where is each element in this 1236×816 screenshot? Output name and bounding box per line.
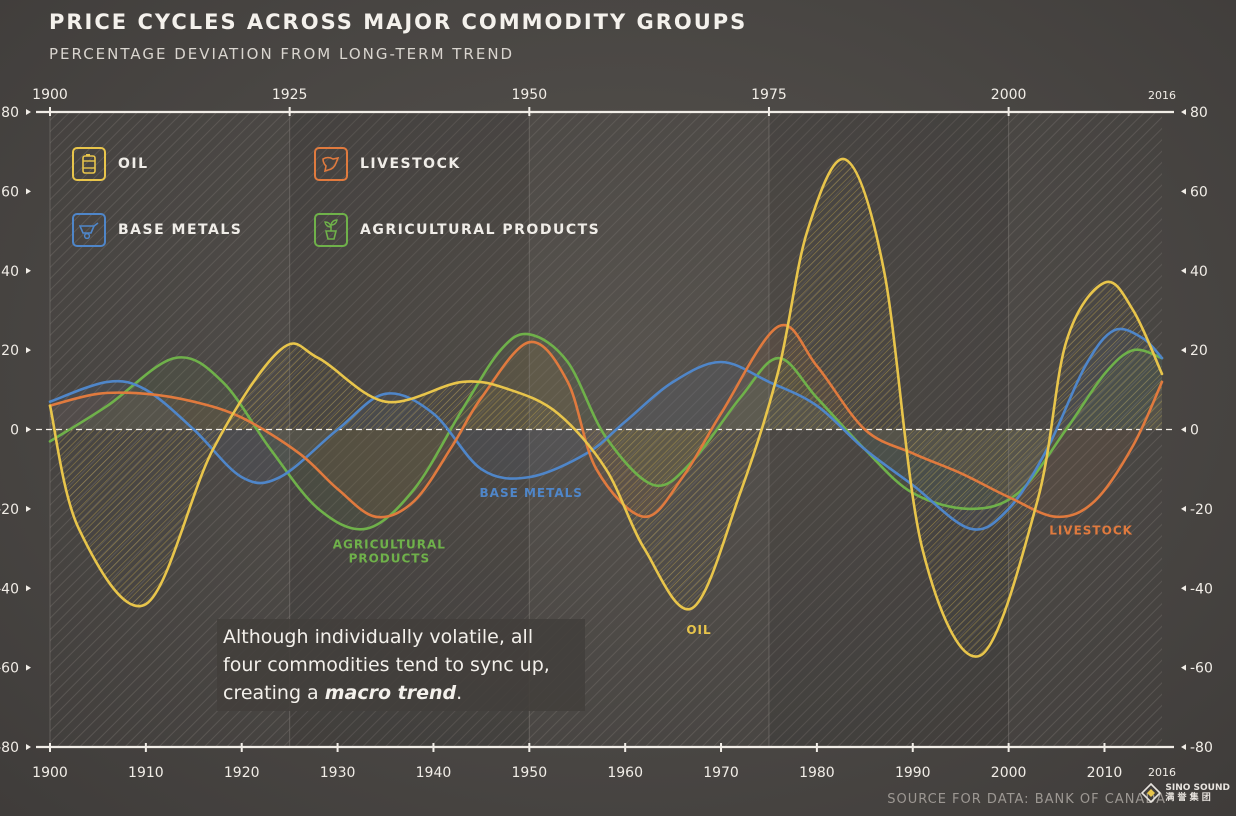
series-line-livestock xyxy=(48,323,1164,519)
series-data-label: AGRICULTURAL xyxy=(333,538,446,552)
y-tick-arrow-left xyxy=(26,664,31,671)
y-tick-label-left: -60 xyxy=(0,661,19,677)
diamond-logo-icon xyxy=(1141,783,1162,803)
y-tick-arrow-right xyxy=(1181,585,1186,592)
top-end-label: 2016 xyxy=(1148,89,1176,102)
y-tick-label-right: 40 xyxy=(1190,264,1208,280)
top-tick-label: 1925 xyxy=(272,87,308,103)
bottom-tick-label: 1940 xyxy=(416,765,452,781)
bottom-tick-label: 1990 xyxy=(895,765,931,781)
chart-title: PRICE CYCLES ACROSS MAJOR COMMODITY GROU… xyxy=(49,10,748,34)
y-tick-arrow-left xyxy=(26,347,31,354)
logo-line-2: 满 誉 集 团 xyxy=(1165,793,1211,803)
legend-item-livestock: LIVESTOCK xyxy=(314,147,461,181)
y-tick-arrow-right xyxy=(1181,188,1186,195)
bottom-tick-label: 1910 xyxy=(128,765,164,781)
bottom-end-label: 2016 xyxy=(1148,766,1176,779)
y-tick-arrow-left xyxy=(26,188,31,195)
y-tick-label-right: -20 xyxy=(1190,502,1213,518)
y-tick-label-right: -80 xyxy=(1190,740,1213,756)
bottom-tick-label: 1950 xyxy=(511,765,547,781)
bottom-tick-label: 1900 xyxy=(32,765,68,781)
y-tick-arrow-right xyxy=(1181,109,1186,115)
annotation-line-3-suffix: . xyxy=(456,682,463,704)
y-tick-label-right: 20 xyxy=(1190,343,1208,359)
y-tick-arrow-left xyxy=(26,267,31,274)
y-tick-label-left: 60 xyxy=(1,184,19,200)
series-area-livestock xyxy=(50,325,1162,518)
y-tick-arrow-right xyxy=(1181,267,1186,274)
annotation-emphasis: macro trend xyxy=(324,682,457,704)
y-tick-arrow-left xyxy=(26,744,31,750)
annotation-line-3-prefix: creating a xyxy=(223,682,325,704)
top-tick-label: 1900 xyxy=(32,87,68,103)
annotation-line-1: Although individually volatile, all xyxy=(223,626,534,648)
legend-label-livestock: LIVESTOCK xyxy=(360,156,461,172)
bottom-tick-label: 1970 xyxy=(703,765,739,781)
logo-line-1: SINO SOUND xyxy=(1165,783,1230,793)
source-note: SOURCE FOR DATA: BANK OF CANADA xyxy=(887,792,1166,807)
series-data-label: BASE METALS xyxy=(480,486,583,500)
y-tick-arrow-left xyxy=(26,505,31,512)
y-tick-label-left: 80 xyxy=(1,105,19,121)
legend-item-agricultural-products: AGRICULTURAL PRODUCTS xyxy=(314,213,600,247)
top-tick-label: 1975 xyxy=(751,87,787,103)
legend-label-oil: OIL xyxy=(118,156,149,172)
series-area-oil xyxy=(50,158,1162,657)
top-tick-label: 1950 xyxy=(511,87,547,103)
legend-item-base-metals: BASE METALS xyxy=(72,213,242,247)
bottom-tick-label: 2000 xyxy=(991,765,1027,781)
y-tick-arrow-right xyxy=(1181,664,1186,671)
legend-item-oil: OIL xyxy=(72,147,149,181)
livestock-icon xyxy=(314,147,348,181)
y-tick-label-left: -20 xyxy=(0,502,19,518)
y-tick-arrow-right xyxy=(1181,744,1186,750)
oil-barrel-icon xyxy=(72,147,106,181)
y-tick-label-left: 40 xyxy=(1,264,19,280)
y-tick-label-left: -80 xyxy=(0,740,19,756)
y-tick-arrow-right xyxy=(1181,347,1186,354)
series-data-label: OIL xyxy=(686,623,711,637)
y-tick-label-right: 60 xyxy=(1190,184,1208,200)
y-tick-arrow-left xyxy=(26,426,31,433)
series-data-label: PRODUCTS xyxy=(349,551,431,565)
y-tick-label-left: -40 xyxy=(0,581,19,597)
y-tick-arrow-left xyxy=(26,109,31,115)
y-tick-label-left: 20 xyxy=(1,343,19,359)
series-data-label: LIVESTOCK xyxy=(1049,524,1133,538)
legend-label-base-metals: BASE METALS xyxy=(118,222,243,238)
legend-label-agricultural-products: AGRICULTURAL PRODUCTS xyxy=(360,222,601,238)
y-tick-label-right: -60 xyxy=(1190,661,1213,677)
annotation-line-3: creating a macro trend. xyxy=(223,679,579,707)
y-tick-label-right: -40 xyxy=(1190,581,1213,597)
bottom-tick-label: 1980 xyxy=(799,765,835,781)
chart-subtitle: PERCENTAGE DEVIATION FROM LONG-TERM TREN… xyxy=(49,45,515,63)
bottom-tick-label: 2010 xyxy=(1087,765,1123,781)
y-tick-label-right: 0 xyxy=(1190,423,1199,439)
annotation-box: Although individually volatile, all four… xyxy=(217,619,585,711)
top-tick-label: 2000 xyxy=(991,87,1027,103)
bottom-tick-label: 1960 xyxy=(607,765,643,781)
annotation-line-2: four commodities tend to sync up, xyxy=(223,654,550,676)
series-line-oil xyxy=(48,157,1164,658)
bottom-tick-label: 1930 xyxy=(320,765,356,781)
y-tick-arrow-right xyxy=(1181,505,1186,512)
wheelbarrow-icon xyxy=(72,213,106,247)
bottom-tick-label: 1920 xyxy=(224,765,260,781)
y-tick-label-left: 0 xyxy=(10,423,19,439)
y-tick-arrow-left xyxy=(26,585,31,592)
y-tick-arrow-right xyxy=(1181,426,1186,433)
plant-icon xyxy=(314,213,348,247)
series-line-agricultural-products xyxy=(48,332,1164,531)
brand-logo: SINO SOUND 满 誉 集 团 xyxy=(1141,783,1230,803)
y-tick-label-right: 80 xyxy=(1190,105,1208,121)
